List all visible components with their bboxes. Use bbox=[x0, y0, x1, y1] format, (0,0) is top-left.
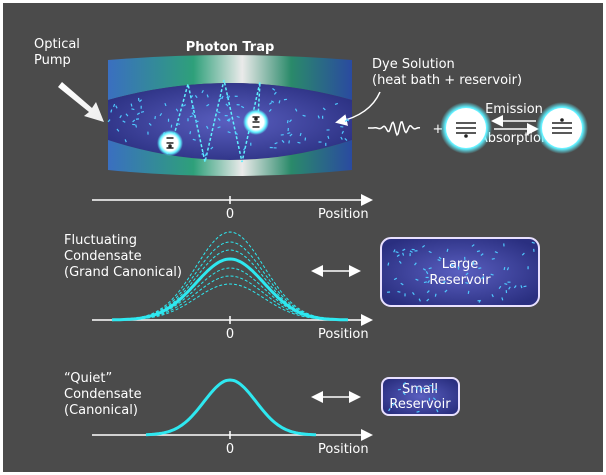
condensate-label: Condensate bbox=[64, 249, 142, 264]
dye-molecule bbox=[465, 283, 468, 284]
dye-molecule bbox=[468, 291, 469, 294]
reservoir-label: Reservoir bbox=[389, 397, 451, 412]
dye-molecule bbox=[298, 142, 301, 143]
condensate-label: Fluctuating bbox=[64, 233, 137, 248]
reservoir-label: Reservoir bbox=[429, 273, 491, 288]
electron bbox=[560, 118, 564, 122]
dye-molecule bbox=[131, 109, 134, 110]
dye-molecule bbox=[287, 133, 290, 134]
photon-trap bbox=[108, 55, 352, 176]
dye-molecule bbox=[396, 252, 399, 253]
dye-molecule bbox=[397, 292, 400, 293]
dye-molecule bbox=[131, 104, 132, 107]
axis-zero: 0 bbox=[226, 207, 234, 222]
axis-zero: 0 bbox=[226, 442, 234, 457]
axis-label: Position bbox=[318, 327, 369, 342]
condensate-label: (Canonical) bbox=[64, 403, 138, 418]
emission-label: Emission bbox=[485, 102, 543, 117]
pump-label: Pump bbox=[34, 53, 71, 68]
pump-label: Optical bbox=[34, 37, 80, 52]
electron bbox=[254, 117, 258, 121]
dye-molecule bbox=[504, 267, 505, 270]
condensate-label: “Quiet” bbox=[64, 371, 112, 386]
trap-title: Photon Trap bbox=[186, 40, 275, 55]
dye-molecule bbox=[388, 263, 389, 266]
dye-molecule bbox=[524, 286, 527, 287]
dye-molecule bbox=[477, 251, 480, 252]
dye-molecule bbox=[300, 133, 301, 136]
electron bbox=[464, 134, 468, 138]
dye-molecule bbox=[417, 411, 420, 412]
dye-molecule bbox=[136, 125, 137, 128]
dye-molecule bbox=[435, 294, 436, 297]
dye-molecule bbox=[532, 242, 535, 243]
dye-molecule bbox=[478, 268, 481, 269]
dye-molecule bbox=[424, 282, 427, 283]
cavity bbox=[108, 83, 352, 160]
dye-molecule bbox=[303, 115, 306, 116]
dye-molecule bbox=[287, 120, 288, 123]
dye-molecule bbox=[111, 110, 112, 113]
electron bbox=[168, 144, 172, 148]
condensate-label: (Grand Canonical) bbox=[64, 265, 182, 280]
dye-molecule bbox=[279, 100, 280, 103]
dye-label: Dye Solution bbox=[372, 57, 455, 72]
axis-label: Position bbox=[318, 207, 369, 222]
diagram: Optical Pump Photon Trap Dye Solution (h… bbox=[0, 0, 606, 475]
condensate-label: Condensate bbox=[64, 387, 142, 402]
dye-molecule bbox=[289, 140, 290, 143]
dye-molecule bbox=[217, 112, 220, 113]
axis-zero: 0 bbox=[226, 327, 234, 342]
dye-label: (heat bath + reservoir) bbox=[372, 73, 522, 88]
dye-molecule bbox=[190, 131, 191, 134]
dye-molecule bbox=[447, 249, 448, 252]
dye-molecule bbox=[492, 259, 495, 260]
dye-molecule bbox=[177, 124, 180, 125]
dye-molecule bbox=[141, 112, 144, 113]
dye-molecule bbox=[502, 297, 503, 300]
axis-label: Position bbox=[318, 442, 369, 457]
dye-molecule bbox=[193, 139, 196, 140]
